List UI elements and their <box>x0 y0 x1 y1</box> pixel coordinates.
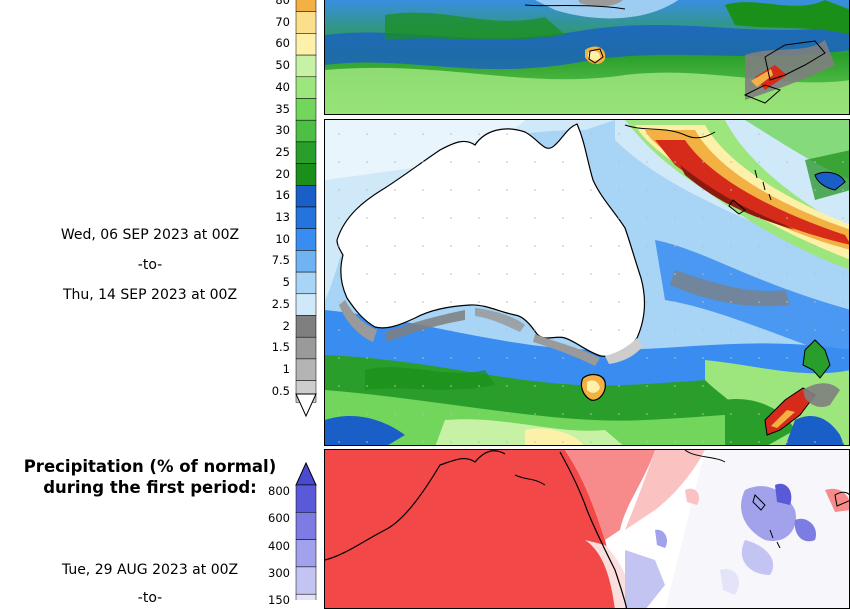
precip-colorbar-swatch <box>295 33 317 56</box>
precip-colorbar-swatch <box>295 206 317 229</box>
colorbar-min-arrow <box>295 393 317 418</box>
precip-colorbar-tick-label: 50 <box>275 58 290 73</box>
map-panel-week1 <box>324 0 850 115</box>
precip-colorbar-swatch <box>295 163 317 186</box>
precip-legend: 80 70 60 50 40 35 30 25 20 16 13 10 7.5 5 2.5 2 1.5 1 0.5 <box>0 0 320 420</box>
precip-colorbar-tick-label: 80 <box>275 0 290 7</box>
map-panel-pct-normal <box>324 449 850 609</box>
precip-colorbar-tick-label: 13 <box>275 210 290 224</box>
pct-colorbar-swatch <box>295 512 317 540</box>
precip-colorbar-tick-label: 1 <box>282 361 290 376</box>
precip-colorbar-swatch <box>295 141 317 164</box>
panel3-title-line1: Precipitation (% of normal) <box>23 457 277 476</box>
precip-colorbar-tick-label: 2 <box>282 318 290 333</box>
precip-colorbar-swatch <box>295 0 317 12</box>
precip-colorbar-tick-label: 16 <box>275 188 290 203</box>
precip-colorbar <box>295 0 317 418</box>
map-panel-week2 <box>324 119 850 446</box>
precip-colorbar-tick-label: 60 <box>275 36 290 51</box>
precip-colorbar-tick-label: 10 <box>275 231 290 246</box>
precip-colorbar-tick-label: 20 <box>275 166 290 181</box>
pct-colorbar-swatch <box>295 484 317 513</box>
pct-colorbar-tick-label: 600 <box>268 511 290 526</box>
precip-colorbar-tick-label: 25 <box>275 144 290 159</box>
panel3-date-start: Tue, 29 AUG 2023 at 00Z <box>61 562 239 578</box>
pct-colorbar-tick-label: 400 <box>268 538 290 553</box>
precip-colorbar-swatch <box>295 11 317 34</box>
panel2-date-start: Wed, 06 SEP 2023 at 00Z <box>60 227 240 243</box>
precip-colorbar-tick-label: 1.5 <box>271 340 290 355</box>
precip-colorbar-swatch <box>295 98 317 121</box>
new-zealand-landmass <box>802 339 831 379</box>
precip-colorbar-tick-label: 40 <box>275 79 290 94</box>
precip-colorbar-tick-label: 5 <box>282 275 290 290</box>
precip-colorbar-tick-label: 7.5 <box>271 253 290 268</box>
precip-colorbar-tick-label: 35 <box>275 101 290 116</box>
precip-colorbar-swatch <box>295 54 317 78</box>
precip-colorbar-swatch <box>295 119 317 143</box>
precip-colorbar-swatch <box>295 76 317 99</box>
pct-colorbar-tick-label: 300 <box>268 565 290 580</box>
precip-colorbar-swatch <box>295 315 317 338</box>
pct-legend: 800 600 400 300 150 <box>0 460 320 606</box>
precip-colorbar-swatch <box>295 358 317 381</box>
precip-colorbar-tick-label: 2.5 <box>271 296 290 311</box>
pct-colorbar <box>295 461 317 600</box>
precip-colorbar-tick-label: 0.5 <box>271 383 290 398</box>
pct-colorbar-swatch <box>295 593 317 600</box>
precip-colorbar-swatch <box>295 185 317 208</box>
panel3-title-line2: during the first period: <box>43 478 257 497</box>
pct-colorbar-tick-label: 800 <box>268 484 290 498</box>
panel2-to-label: -to- <box>137 257 163 273</box>
precip-colorbar-tick-label: 70 <box>275 14 290 29</box>
precip-colorbar-tick-label: 30 <box>275 123 290 138</box>
precip-colorbar-swatch <box>295 336 317 360</box>
colorbar-max-arrow <box>295 461 317 486</box>
panel3-to-label: -to- <box>137 590 163 606</box>
panel2-date-end: Thu, 14 SEP 2023 at 00Z <box>62 287 238 303</box>
